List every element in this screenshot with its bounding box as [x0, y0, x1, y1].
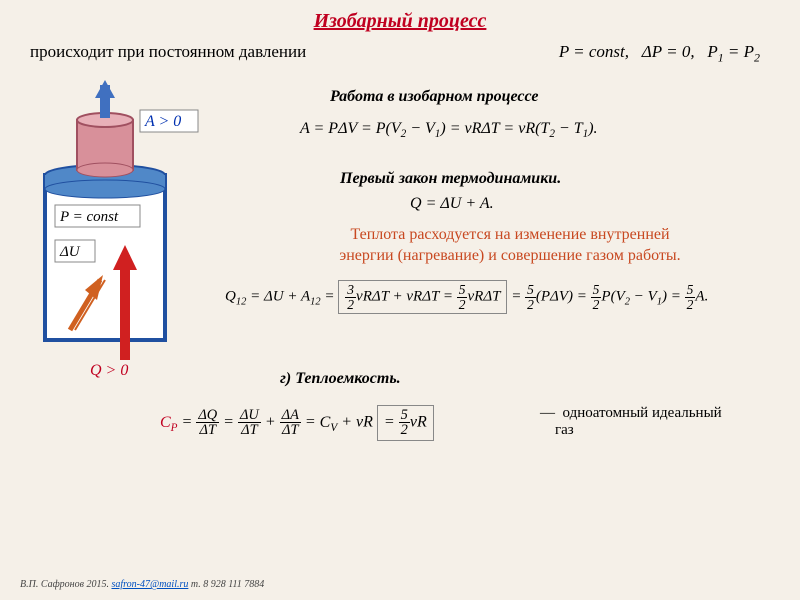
equation-cp: CP = ΔQΔT = ΔUΔT + ΔAΔT = CV + νR = 52νR [160, 405, 434, 441]
footer-email-link[interactable]: safron-47@mail.ru [111, 579, 188, 590]
heat-line2: энергии (нагревание) и совершение газом … [339, 247, 680, 264]
label-dU: ΔU [59, 244, 81, 260]
equation-q12: Q12 = ΔU + A12 = 32νRΔT + νRΔT = 52νRΔT … [225, 280, 708, 314]
cp-note-dash: — [540, 405, 555, 421]
label-Q: Q > 0 [90, 362, 128, 379]
cp-boxed: = 52νR [377, 405, 434, 441]
footer: В.П. Сафронов 2015. safron-47@mail.ru т.… [20, 579, 264, 590]
footer-author: В.П. Сафронов 2015. [20, 579, 109, 590]
label-A: A > 0 [144, 113, 181, 130]
label-P: P = const [59, 209, 119, 225]
heading-heat-capacity: г) Теплоемкость. [280, 370, 401, 388]
equation-p-const: P = const, ΔP = 0, P1 = P2 [559, 42, 760, 65]
cp-note-text2: газ [555, 422, 574, 438]
heading-first-law: Первый закон термодинамики. [340, 170, 561, 188]
equation-first-law: Q = ΔU + A. [410, 195, 494, 213]
heat-line1: Теплота расходуется на изменение внутрен… [350, 226, 669, 243]
heat-description: Теплота расходуется на изменение внутрен… [260, 225, 760, 267]
equation-work: A = PΔV = P(V2 − V1) = νRΔT = νR(T2 − T1… [300, 120, 598, 140]
cp-note: — одноатомный идеальный газ [540, 405, 722, 439]
heading-work: Работа в изобарном процессе [330, 88, 538, 106]
footer-phone: т. 8 928 111 7884 [191, 579, 264, 590]
page-title: Изобарный процесс [0, 0, 800, 33]
subtitle-constant-pressure: происходит при постоянном давлении [30, 42, 306, 62]
piston-diagram: A > 0 P = const ΔU Q > 0 [25, 80, 225, 360]
q12-boxed: 32νRΔT + νRΔT = 52νRΔT [338, 280, 507, 314]
piston-svg: A > 0 P = const ΔU Q > 0 [25, 80, 225, 380]
cp-note-text1: одноатомный идеальный [563, 405, 722, 421]
